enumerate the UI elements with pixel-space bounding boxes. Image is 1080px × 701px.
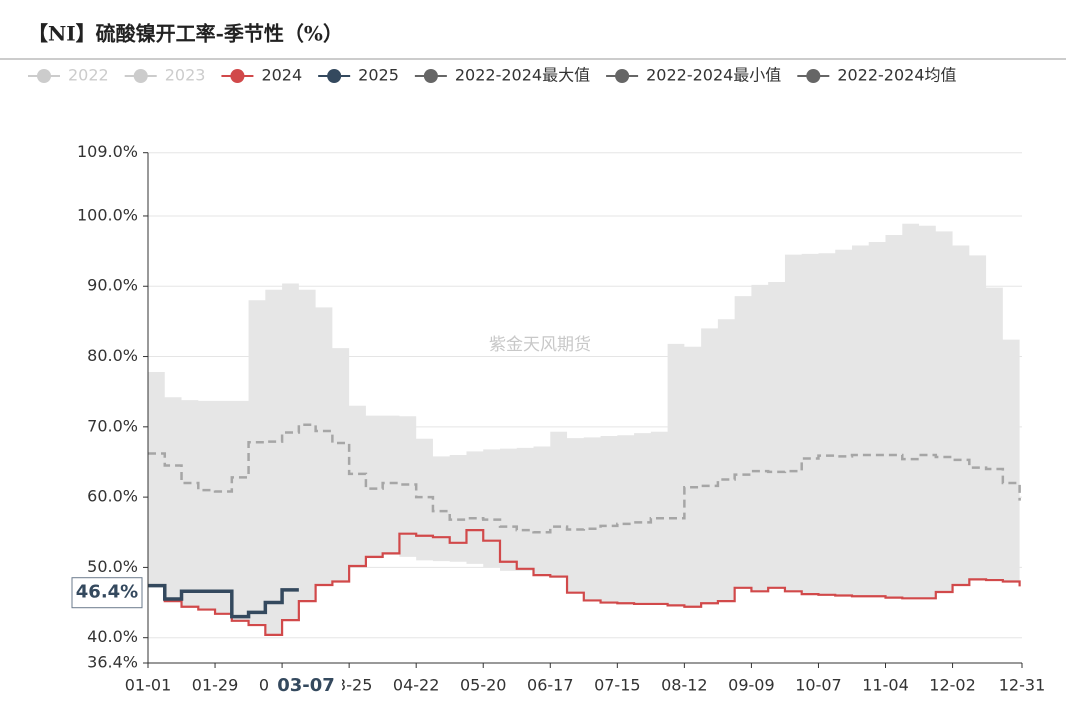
- pointer-y-label: 46.4%: [76, 582, 138, 603]
- pointer-y-box: [71, 577, 143, 609]
- legend-icon-dot: [423, 69, 438, 83]
- x-tick-label: 06-17: [527, 676, 574, 695]
- legend-icon-dot: [37, 69, 51, 83]
- x-tick-label: 05-20: [460, 676, 507, 695]
- legend-icon-dot: [615, 69, 630, 83]
- x-tick-label: 01-29: [192, 676, 239, 695]
- x-tick-label: 08-12: [661, 676, 708, 695]
- y-tick-label: 70.0%: [87, 416, 138, 435]
- legend-label: 2022-2024均值: [837, 66, 956, 85]
- legend-icon-dot: [806, 69, 821, 83]
- chart-title: 【NI】硫酸镍开工率-季节性（%）: [28, 22, 343, 46]
- y-tick-label: 36.4%: [87, 653, 138, 672]
- y-tick-label: 60.0%: [87, 487, 138, 506]
- legend-icon-dot: [230, 69, 245, 83]
- x-tick-label: 01-01: [125, 676, 172, 695]
- y-tick-label: 50.0%: [87, 557, 138, 576]
- x-tick-label: 12-31: [999, 676, 1046, 695]
- plot-area: 36.4% 40.0% 50.0% 60.0% 70.0% 80.0% 90.0% 100.0…: [71, 142, 1046, 699]
- pointer-x-label: 03-07: [277, 675, 335, 696]
- x-tick-label: 10-07: [795, 676, 842, 695]
- y-tick-label: 100.0%: [77, 205, 138, 224]
- legend: 2022 2023 2024 2025 2022-2024最大值 2022-2024最小值…: [28, 66, 957, 85]
- x-tick-label: 09-09: [728, 676, 775, 695]
- x-tick-label: 04-22: [393, 676, 440, 695]
- series-line: [148, 529, 1021, 636]
- x-tick-label: 07-15: [594, 676, 641, 695]
- y-tick-label: 80.0%: [87, 346, 138, 365]
- y-tick-label: 90.0%: [87, 276, 138, 295]
- y-tick-label: 109.0%: [77, 142, 138, 161]
- x-tick-label: 11-04: [862, 676, 909, 695]
- legend-label: 2023: [165, 66, 206, 85]
- watermark: 紫金天风期货: [489, 335, 591, 355]
- legend-label: 2025: [358, 66, 399, 85]
- x-tick-label: 12-02: [929, 676, 976, 695]
- legend-label: 2022-2024最小值: [646, 66, 781, 85]
- legend-label: 2022-2024最大值: [455, 66, 590, 85]
- legend-icon-dot: [133, 69, 148, 83]
- band-area: [148, 223, 1020, 635]
- legend-label: 2022: [68, 66, 109, 85]
- series-line: [148, 583, 299, 619]
- y-tick-label: 40.0%: [87, 627, 138, 646]
- legend-label: 2024: [261, 66, 302, 85]
- legend-icon-dot: [327, 69, 342, 83]
- pointer-x-bg: [270, 671, 343, 699]
